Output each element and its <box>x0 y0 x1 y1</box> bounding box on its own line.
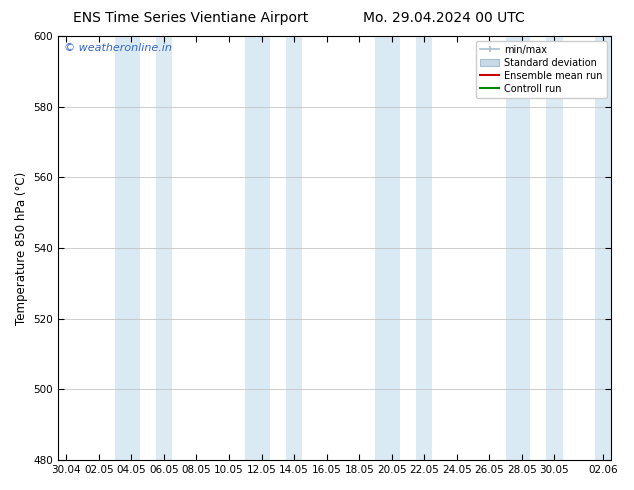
Text: ENS Time Series Vientiane Airport: ENS Time Series Vientiane Airport <box>72 11 308 25</box>
Legend: min/max, Standard deviation, Ensemble mean run, Controll run: min/max, Standard deviation, Ensemble me… <box>476 41 607 98</box>
Bar <box>245 36 269 460</box>
Text: Mo. 29.04.2024 00 UTC: Mo. 29.04.2024 00 UTC <box>363 11 525 25</box>
Y-axis label: Temperature 850 hPa (°C): Temperature 850 hPa (°C) <box>15 172 28 325</box>
Bar <box>547 36 562 460</box>
Bar <box>506 36 530 460</box>
Bar <box>375 36 400 460</box>
Text: © weatheronline.in: © weatheronline.in <box>63 43 172 52</box>
Bar <box>595 36 611 460</box>
Bar <box>286 36 302 460</box>
Bar <box>416 36 432 460</box>
Bar <box>156 36 172 460</box>
Bar <box>115 36 139 460</box>
